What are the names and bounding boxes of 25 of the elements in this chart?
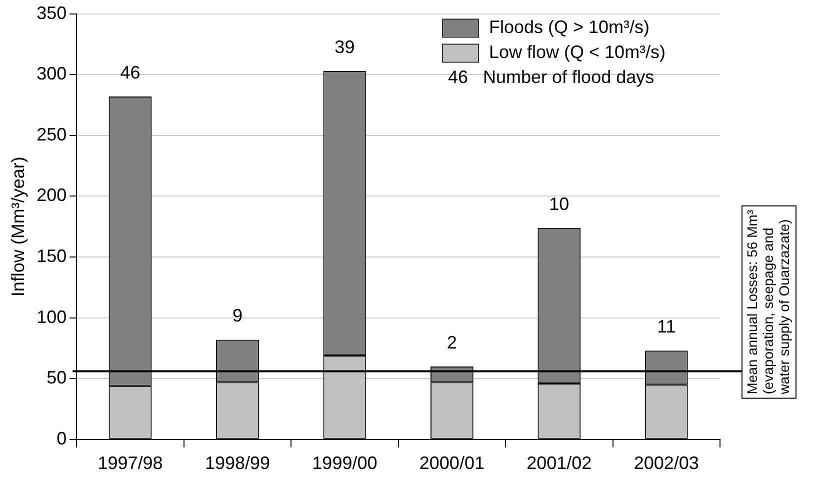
- y-axis-title: Inflow (Mm³/year): [8, 156, 28, 297]
- y-tick-label: 0: [56, 428, 67, 448]
- y-tick-label: 350: [36, 2, 67, 23]
- annotation: 9: [232, 306, 242, 326]
- x-tick-label: 1999/00: [312, 453, 378, 474]
- y-tick-label: 250: [36, 124, 67, 144]
- annotation: 39: [334, 36, 355, 57]
- y-tick-label: 100: [36, 306, 67, 327]
- y-tick-label: 150: [36, 246, 67, 266]
- legend-label: Floods (Q > 10m³/s): [489, 16, 650, 37]
- y-tick-label: 50: [46, 368, 67, 388]
- x-tick-label: 2001/02: [526, 453, 592, 474]
- x-tick-label: 1998/99: [204, 453, 270, 474]
- x-tick-label: 2000/01: [419, 453, 484, 474]
- y-tick-label: 200: [36, 185, 67, 206]
- annotation: 10: [549, 194, 570, 214]
- annotation: 46: [120, 62, 140, 82]
- annotation: 46 Number of flood days: [448, 66, 654, 87]
- legend-label: Low flow (Q < 10m³/s): [489, 42, 666, 62]
- ref-line-label: Mean annual Losses: 56 Mm³ (evaporation, seepage and water supply of Ouarzazate): [744, 210, 792, 396]
- x-tick-label: 2002/03: [634, 453, 699, 474]
- x-tick-label: 1997/98: [98, 453, 163, 474]
- annotation: 11: [657, 316, 676, 337]
- annotation: 2: [446, 332, 457, 352]
- y-tick-label: 300: [36, 64, 67, 84]
